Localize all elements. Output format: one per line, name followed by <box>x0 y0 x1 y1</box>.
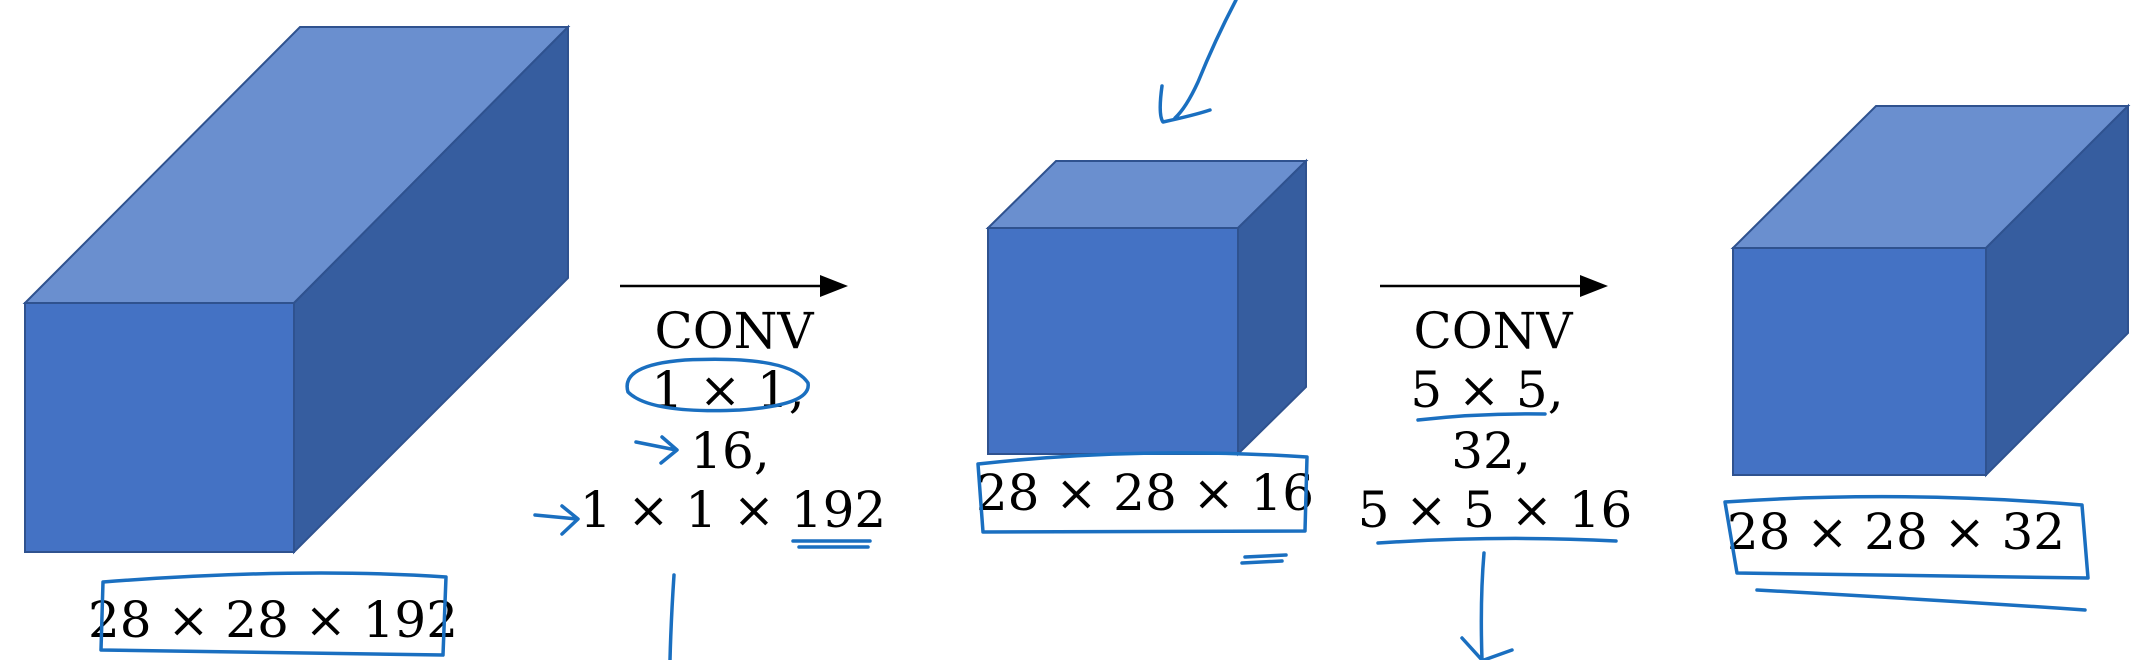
top-pointer-arrow <box>1158 0 1238 124</box>
conv2-arrow <box>1380 275 1608 297</box>
bottleneck-volume-dims-label: 28 × 28 × 16 <box>976 464 1314 522</box>
conv2-filter-count: 32, <box>1451 422 1531 480</box>
input-volume <box>22 24 571 555</box>
conv1-count-arrow <box>634 435 679 465</box>
input-volume-front-face <box>24 302 295 553</box>
conv2-filter-underline <box>1416 412 1547 422</box>
conv2-filter-shape: 5 × 5 × 16 <box>1358 481 1633 539</box>
conv1-192-underline <box>791 539 872 549</box>
conv2-down-arrow <box>1460 551 1514 660</box>
output-dims-box-stroke <box>1723 494 2090 580</box>
bottleneck-dims-scribble <box>1240 553 1288 565</box>
conv1-arrow <box>620 275 848 297</box>
conv1-down-stroke <box>668 573 676 660</box>
output-volume-front-face <box>1732 247 1987 476</box>
conv1-title: CONV <box>654 302 814 360</box>
conv1-filter-count: 16, <box>690 422 770 480</box>
conv2-shape-underline <box>1376 536 1618 545</box>
conv1-filter-shape: 1 × 1 × 192 <box>580 481 886 539</box>
bottleneck-volume <box>985 158 1309 457</box>
handwritten-annotations <box>99 0 2090 660</box>
conv2-title: CONV <box>1413 302 1573 360</box>
output-volume <box>1730 103 2131 478</box>
bottleneck-volume-front-face <box>987 227 1239 455</box>
input-dims-box-stroke <box>99 571 448 657</box>
input-volume-dims-label: 28 × 28 × 192 <box>88 591 458 649</box>
bottleneck-dims-box-stroke <box>976 451 1309 534</box>
output-dims-underline <box>1755 588 2087 612</box>
conv1-filter-ellipse <box>625 357 810 413</box>
conv1-shape-arrow <box>533 504 580 536</box>
conv2-filter-size: 5 × 5, <box>1410 361 1563 419</box>
output-volume-dims-label: 28 × 28 × 32 <box>1727 503 2065 561</box>
